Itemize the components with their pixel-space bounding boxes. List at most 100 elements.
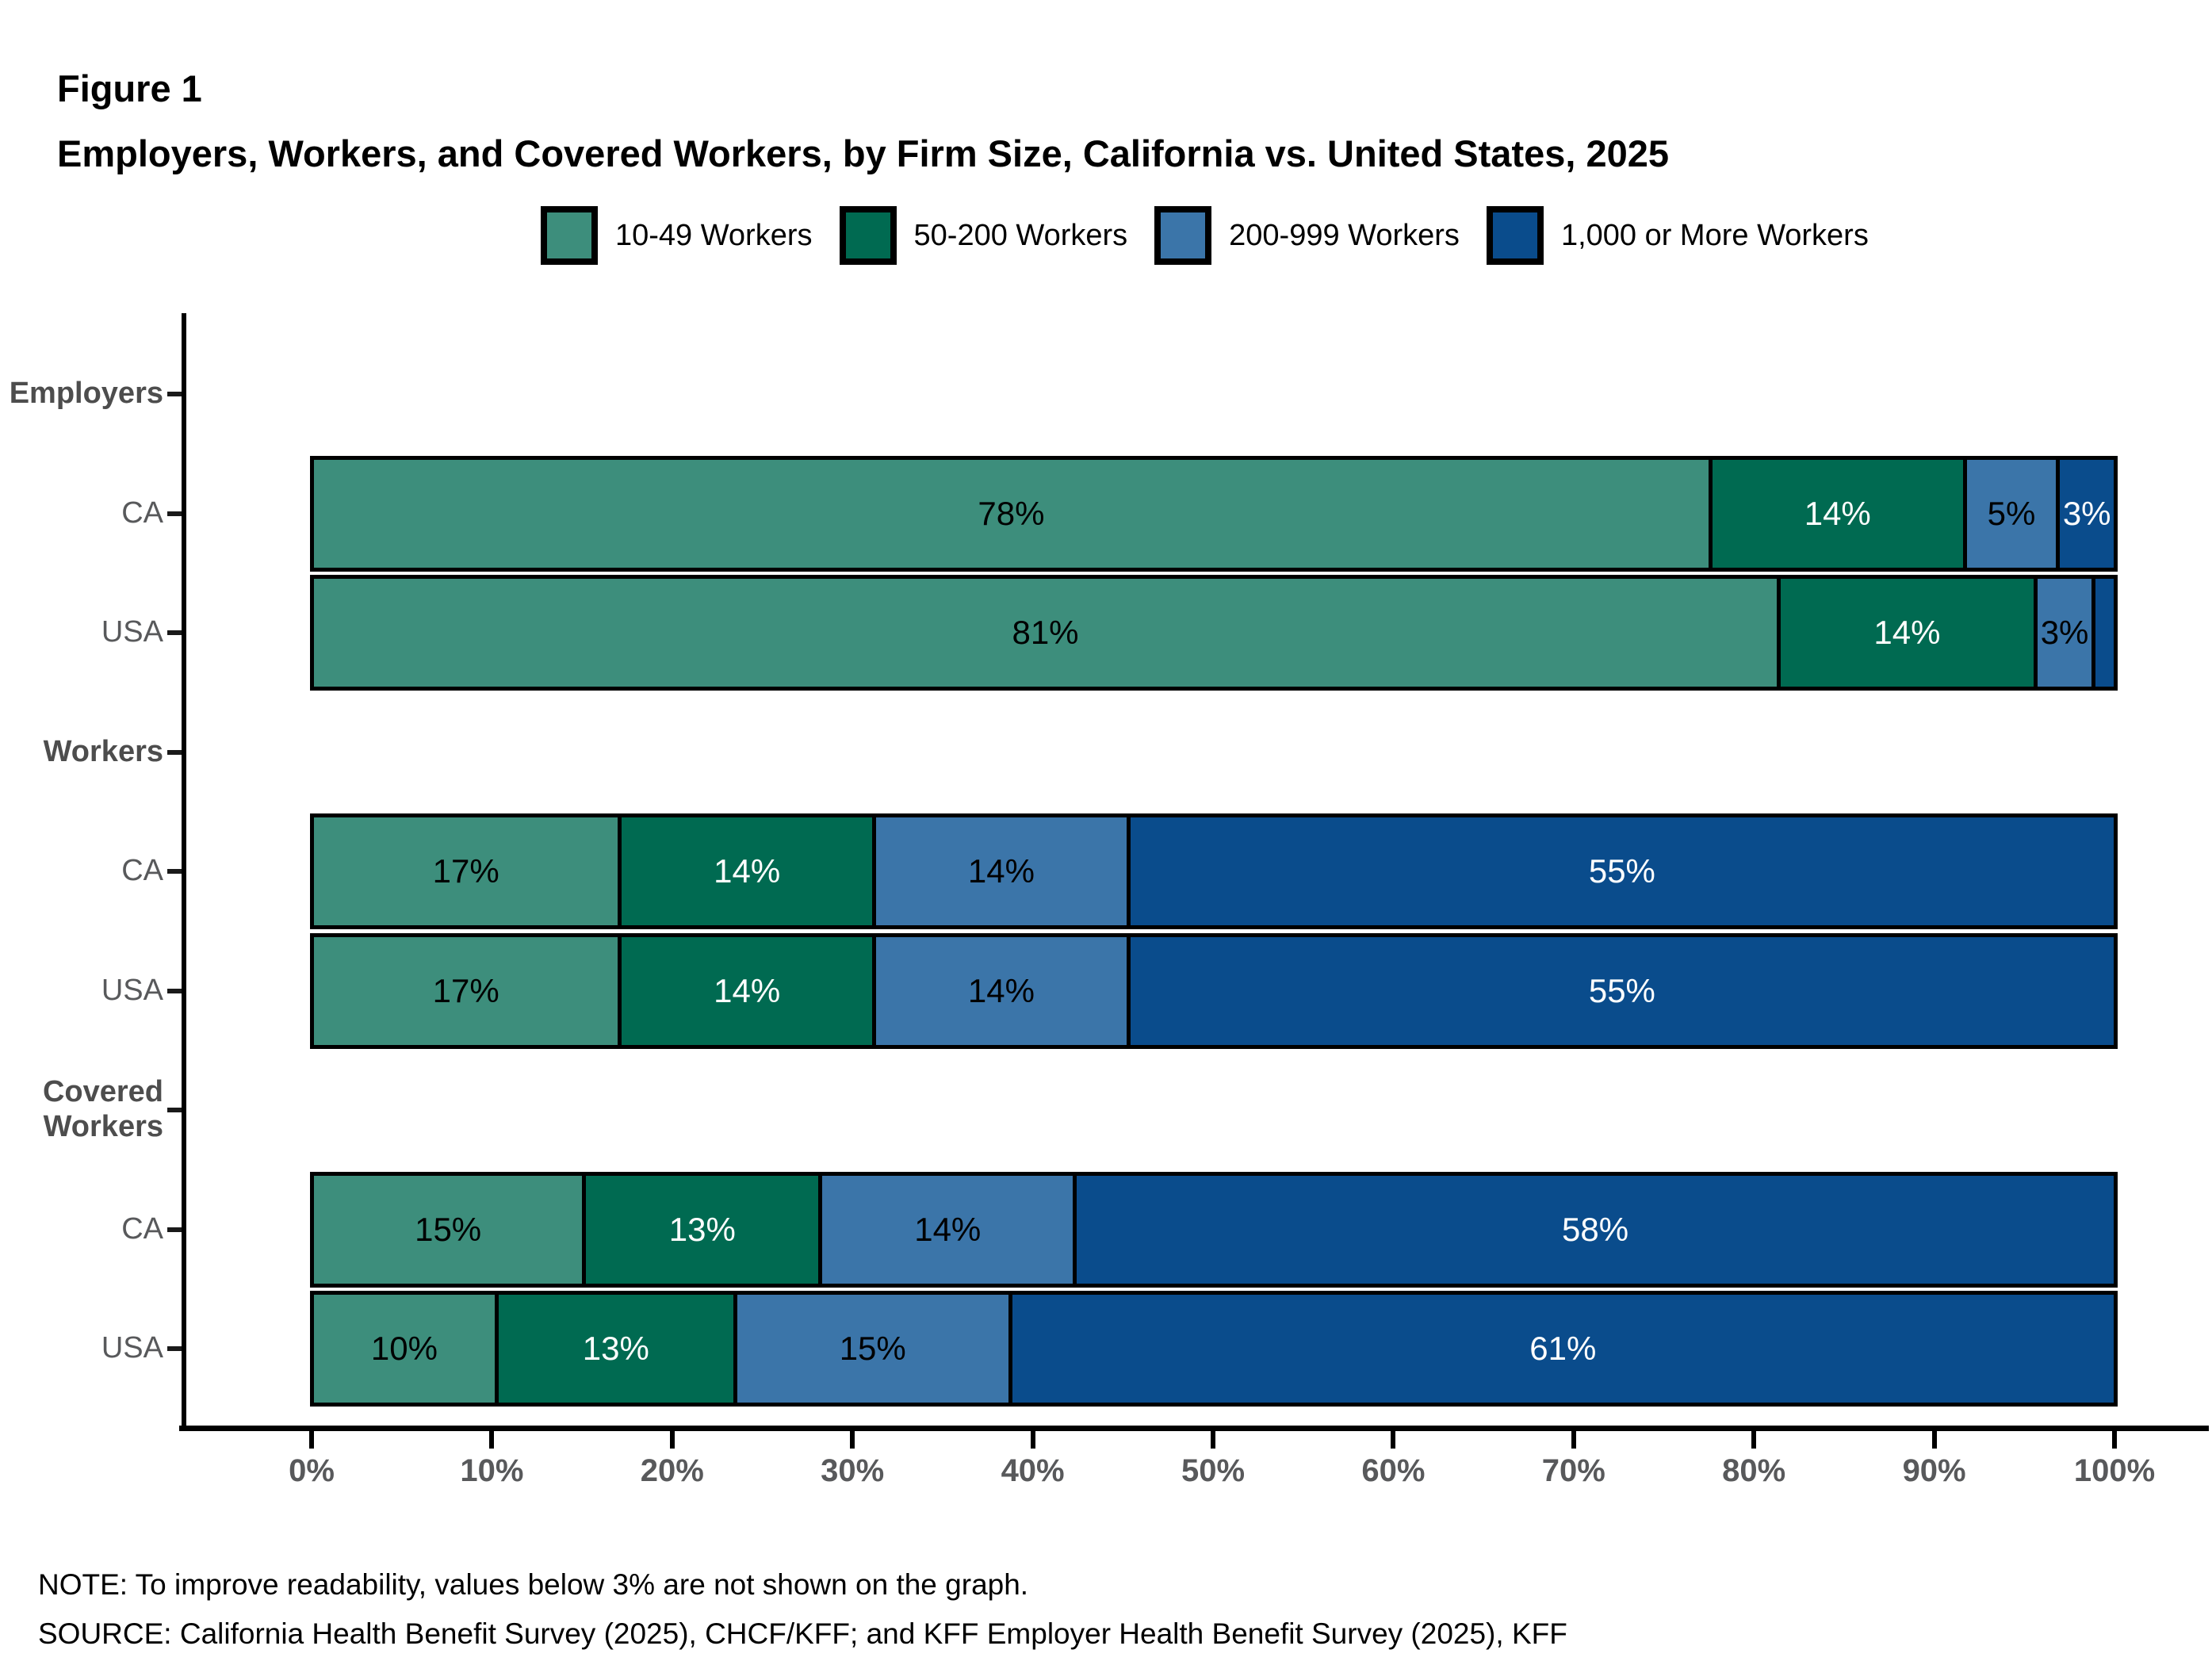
figure-label: Figure 1 [57, 67, 202, 109]
segment-value-label: 61% [1529, 1330, 1597, 1367]
y-axis-line [182, 313, 186, 1431]
bar-segment: 14% [622, 936, 877, 1045]
x-axis-tick [1211, 1431, 1215, 1449]
x-axis-tick [2112, 1431, 2117, 1449]
segment-value-label: 55% [1588, 971, 1655, 1009]
y-axis-tick [167, 1346, 182, 1351]
legend-item: 1,000 or More Workers [1486, 206, 1869, 265]
y-axis-row-label: CA [121, 854, 163, 888]
bar-segment: 5% [1966, 459, 2061, 568]
bar-row-covered-workers-ca: 15% 13% 14% 58% [310, 1171, 2118, 1288]
legend-label: 10-49 Workers [615, 218, 813, 252]
segment-value-label: 10% [370, 1330, 438, 1367]
bar-segment: 81% [314, 579, 1781, 687]
segment-value-label: 13% [668, 1210, 736, 1248]
y-axis-tick [167, 1108, 182, 1112]
legend-swatch-icon [1486, 206, 1544, 265]
legend-item: 10-49 Workers [541, 206, 813, 265]
x-axis-tick [669, 1431, 675, 1449]
bar-segment: 3% [2037, 579, 2096, 687]
bar-segment: 55% [1130, 936, 2114, 1045]
x-axis-tick-label: 10% [460, 1453, 524, 1488]
bar-segment: 14% [622, 817, 877, 925]
y-axis-tick [167, 392, 182, 396]
bar-segment: 10% [314, 1295, 499, 1403]
y-axis-group-label: Employers [9, 377, 163, 411]
bar-row-workers-ca: 17% 14% 14% 55% [310, 813, 2118, 929]
bar-segment: 17% [314, 817, 622, 925]
legend-swatch-icon [1154, 206, 1212, 265]
legend-swatch-icon [839, 206, 897, 265]
segment-value-label: 81% [1012, 614, 1079, 651]
segment-value-label: 3% [2062, 494, 2111, 532]
legend-swatch-icon [541, 206, 598, 265]
x-axis-tick [309, 1431, 314, 1449]
y-axis-tick [167, 1227, 182, 1232]
bar-segment: 15% [737, 1295, 1012, 1403]
segment-value-label: 14% [1873, 614, 1941, 651]
bar-row-employers-ca: 78% 14% 5% 3% [310, 455, 2118, 572]
y-axis-row-label: USA [101, 615, 163, 649]
segment-value-label: 14% [714, 852, 781, 890]
x-axis-tick [489, 1431, 495, 1449]
x-axis-tick-label: 30% [821, 1453, 885, 1488]
y-axis-row-label: CA [121, 496, 163, 530]
bar-segment: 14% [876, 936, 1131, 1045]
bar-segment: 14% [822, 1175, 1077, 1284]
segment-value-label: 78% [978, 494, 1045, 532]
bar-segment [2095, 579, 2114, 687]
bar-row-employers-usa: 81% 14% 3% [310, 575, 2118, 691]
y-axis-tick [167, 749, 182, 755]
segment-value-label: 14% [714, 971, 781, 1009]
legend-item: 50-200 Workers [839, 206, 1128, 265]
x-axis-tick-label: 0% [289, 1453, 335, 1488]
x-axis-line [179, 1426, 2209, 1431]
y-axis-tick [167, 988, 182, 993]
bar-segment: 55% [1130, 817, 2114, 925]
bar-segment: 17% [314, 936, 622, 1045]
segment-value-label: 5% [1987, 494, 2036, 532]
segment-value-label: 14% [967, 971, 1035, 1009]
x-axis-tick-label: 50% [1181, 1453, 1246, 1488]
x-axis-tick-label: 80% [1722, 1453, 1786, 1488]
x-axis-tick [1571, 1431, 1576, 1449]
x-axis-tick [1030, 1431, 1035, 1449]
x-axis-tick-label: 40% [1001, 1453, 1065, 1488]
bar-segment: 14% [1781, 579, 2038, 687]
legend-label: 50-200 Workers [913, 218, 1128, 252]
x-axis-tick-label: 70% [1541, 1453, 1605, 1488]
bar-row-workers-usa: 17% 14% 14% 55% [310, 932, 2118, 1049]
y-axis-tick [167, 511, 182, 516]
bar-segment: 3% [2060, 459, 2114, 568]
y-axis-row-label: CA [121, 1211, 163, 1246]
bar-segment: 14% [876, 817, 1131, 925]
segment-value-label: 15% [415, 1210, 482, 1248]
x-axis-tick [1751, 1431, 1757, 1449]
legend-item: 200-999 Workers [1154, 206, 1460, 265]
legend-label: 1,000 or More Workers [1560, 218, 1869, 252]
x-axis-tick [1391, 1431, 1396, 1449]
segment-value-label: 58% [1562, 1210, 1629, 1248]
bar-segment: 13% [498, 1295, 737, 1403]
x-axis-tick [850, 1431, 855, 1449]
bar-segment: 61% [1012, 1295, 2114, 1403]
segment-value-label: 17% [432, 852, 499, 890]
legend: 10-49 Workers 50-200 Workers 200-999 Worke… [541, 206, 1869, 265]
bar-segment: 15% [314, 1175, 587, 1284]
x-axis-tick-label: 90% [1902, 1453, 1966, 1488]
bar-segment: 14% [1712, 459, 1967, 568]
y-axis-row-label: USA [101, 973, 163, 1007]
figure-title: Employers, Workers, and Covered Workers,… [57, 132, 1670, 174]
y-axis-tick [167, 869, 182, 874]
x-axis-tick [1931, 1431, 1937, 1449]
bar-segment: 58% [1077, 1175, 2114, 1284]
segment-value-label: 14% [967, 852, 1035, 890]
segment-value-label: 15% [839, 1330, 906, 1367]
segment-value-label: 14% [1804, 494, 1871, 532]
segment-value-label: 14% [914, 1210, 982, 1248]
legend-label: 200-999 Workers [1229, 218, 1460, 252]
y-axis-row-label: USA [101, 1331, 163, 1365]
segment-value-label: 13% [582, 1330, 649, 1367]
